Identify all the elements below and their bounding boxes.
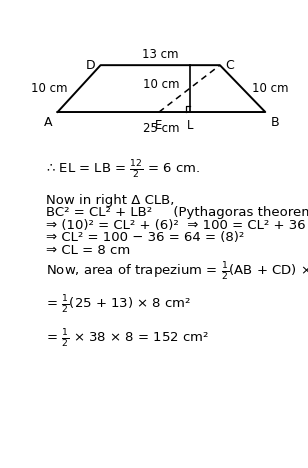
Text: ⇒ (10)² = CL² + (6)²  ⇒ 100 = CL² + 36: ⇒ (10)² = CL² + (6)² ⇒ 100 = CL² + 36 (46, 219, 305, 232)
Text: 10 cm: 10 cm (144, 79, 180, 91)
Text: 25 cm: 25 cm (143, 122, 180, 135)
Text: = $\frac{1}{2}$(25 + 13) × 8 cm²: = $\frac{1}{2}$(25 + 13) × 8 cm² (46, 294, 191, 316)
Text: D: D (86, 58, 95, 72)
Text: C: C (225, 58, 234, 72)
Text: ∴ EL = LB = $\frac{12}{2}$ = 6 cm.: ∴ EL = LB = $\frac{12}{2}$ = 6 cm. (46, 159, 200, 181)
Text: ⇒ CL = 8 cm: ⇒ CL = 8 cm (46, 243, 130, 256)
Text: 13 cm: 13 cm (142, 48, 179, 61)
Text: B: B (270, 117, 279, 129)
Text: Now in right Δ CLB,: Now in right Δ CLB, (46, 194, 174, 207)
Text: L: L (187, 118, 193, 132)
Text: A: A (44, 117, 52, 129)
Text: BC² = CL² + LB²     (Pythagoras theorem): BC² = CL² + LB² (Pythagoras theorem) (46, 206, 308, 219)
Text: 10 cm: 10 cm (30, 82, 67, 95)
Text: Now, area of trapezium = $\frac{1}{2}$(AB + CD) × CL: Now, area of trapezium = $\frac{1}{2}$(A… (46, 261, 308, 284)
Text: 10 cm: 10 cm (252, 82, 289, 95)
Text: = $\frac{1}{2}$ × 38 × 8 = 152 cm²: = $\frac{1}{2}$ × 38 × 8 = 152 cm² (46, 328, 209, 350)
Text: ⇒ CL² = 100 − 36 = 64 = (8)²: ⇒ CL² = 100 − 36 = 64 = (8)² (46, 231, 244, 244)
Text: E: E (155, 118, 163, 132)
